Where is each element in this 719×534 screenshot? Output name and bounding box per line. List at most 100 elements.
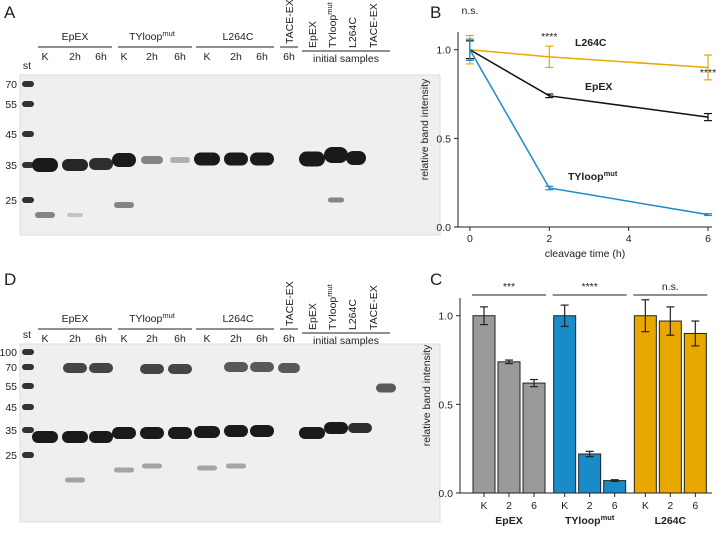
- gel-band: [114, 467, 134, 473]
- lane-label: K: [203, 51, 210, 63]
- gel-band: [299, 427, 325, 439]
- marker-band: [22, 131, 34, 137]
- gel-band: [168, 427, 192, 439]
- lane-label: 6h: [174, 51, 186, 63]
- gel-band: [140, 364, 164, 374]
- bar: [683, 332, 707, 494]
- gel-band: [224, 425, 248, 437]
- gel-band: [141, 156, 163, 164]
- error-bar: [505, 359, 513, 365]
- gel-band: [224, 362, 248, 372]
- gel-band: [299, 151, 325, 167]
- gel-band: [112, 153, 136, 167]
- gel-band: [62, 431, 88, 443]
- error-bar: [704, 213, 713, 217]
- marker-lane-label: st: [23, 329, 31, 341]
- group-label: L264C: [655, 515, 687, 527]
- gel-band: [62, 159, 88, 171]
- y-tick-label: 1.0: [436, 45, 451, 57]
- marker-label: 25: [5, 450, 17, 462]
- gel-band: [224, 152, 248, 166]
- bar: [578, 453, 602, 494]
- group-label: TYloopmut: [129, 311, 176, 325]
- error-bar: [480, 306, 488, 326]
- group-label: EpEX: [495, 515, 522, 527]
- lane-label: 2h: [230, 333, 242, 345]
- group-label-main: EpEX: [62, 31, 89, 43]
- x-tick-label: 6: [612, 500, 618, 512]
- group-label-main: EpEX: [495, 515, 522, 527]
- group-label: EpEX: [62, 313, 89, 325]
- lane-label: 2h: [146, 51, 158, 63]
- marker-label: 70: [5, 79, 17, 91]
- group-label: L264C: [223, 31, 254, 43]
- series-label-main: TYloop: [568, 171, 604, 183]
- marker-band: [22, 197, 34, 203]
- marker-label: 45: [5, 129, 17, 141]
- gel-band: [197, 465, 217, 471]
- lane-label: 6h: [283, 51, 295, 63]
- bar: [553, 315, 577, 494]
- group-label: L264C: [223, 313, 254, 325]
- x-tick-label: 6: [705, 233, 711, 245]
- significance: n.s.: [461, 5, 478, 17]
- initial-lane-label: EpEX: [307, 21, 319, 48]
- gel-band: [112, 427, 136, 439]
- y-tick-label: 0.0: [436, 222, 451, 234]
- group-label-sup: mut: [162, 29, 175, 38]
- tace-lane-label: TACE-EX: [284, 0, 296, 44]
- lane-label: 2h: [230, 51, 242, 63]
- gel-band: [250, 425, 274, 437]
- y-tick-label: 1.0: [438, 311, 453, 323]
- error-bar: [641, 299, 650, 333]
- x-tick-label: K: [480, 500, 487, 512]
- gel-band: [346, 151, 366, 165]
- x-tick-label: K: [561, 500, 568, 512]
- initial-lane-label-sup: mut: [325, 283, 334, 296]
- lane-label: K: [120, 51, 127, 63]
- significance: ****: [581, 281, 597, 293]
- marker-band: [22, 364, 34, 370]
- group-label-sup: mut: [601, 513, 615, 522]
- lane-label: 6h: [95, 51, 107, 63]
- error-bar: [610, 479, 619, 483]
- marker-label: 25: [5, 195, 17, 207]
- gel-shade: [19, 74, 441, 236]
- x-tick-label: 2: [667, 500, 673, 512]
- lane-label: 6h: [283, 333, 295, 345]
- x-tick-label: K: [642, 500, 649, 512]
- initial-lane-label: L264C: [347, 299, 359, 330]
- group-label-sup: mut: [162, 311, 175, 320]
- significance: ****: [700, 67, 716, 79]
- gel-band: [328, 197, 344, 203]
- gel-band: [170, 157, 190, 163]
- gel-band: [63, 363, 87, 373]
- gel-band: [67, 213, 83, 217]
- bar: [497, 361, 521, 494]
- x-tick-label: 2: [587, 500, 593, 512]
- panel-label: B: [430, 3, 441, 22]
- lane-label: K: [203, 333, 210, 345]
- initial-lane-label: TACE-EX: [368, 285, 380, 330]
- marker-band: [22, 349, 34, 355]
- gel-band: [89, 431, 113, 443]
- bar: [472, 315, 496, 494]
- x-tick-label: 4: [626, 233, 632, 245]
- lane-label: K: [41, 51, 48, 63]
- marker-label: 35: [5, 425, 17, 437]
- y-tick-label: 0.5: [436, 133, 451, 145]
- marker-band: [22, 452, 34, 458]
- marker-band: [22, 427, 34, 433]
- series-label: TYloopmut: [568, 169, 618, 183]
- gel-band: [278, 363, 300, 373]
- group-label-main: TYloop: [129, 313, 162, 325]
- error-bar: [465, 38, 474, 61]
- gel-band: [142, 463, 162, 469]
- gel-band: [348, 423, 372, 433]
- error-bar: [560, 304, 569, 327]
- error-bar: [530, 378, 538, 388]
- error-bar: [545, 93, 554, 99]
- error-bar: [704, 112, 713, 122]
- y-tick-label: 0.0: [438, 488, 453, 500]
- initial-lane-label-main: TYloop: [327, 15, 339, 48]
